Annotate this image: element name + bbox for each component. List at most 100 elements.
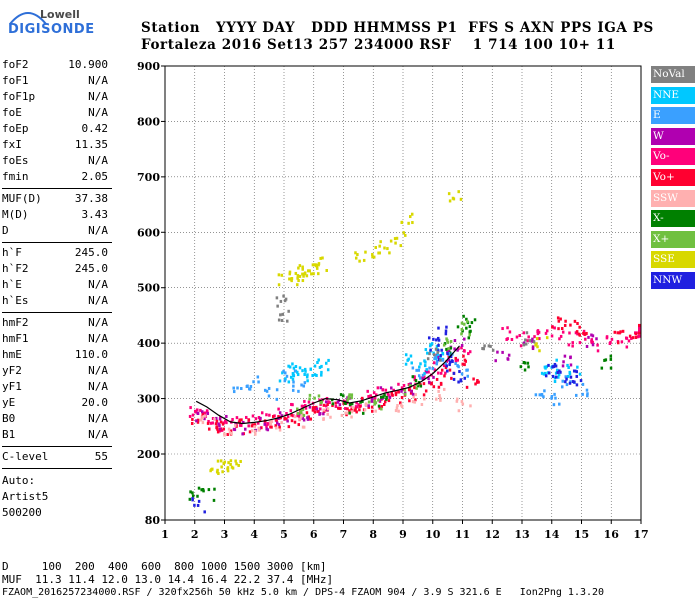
- data-point: [543, 365, 547, 369]
- data-point: [436, 355, 440, 359]
- data-point: [469, 404, 472, 408]
- data-point: [191, 417, 194, 421]
- data-point: [230, 465, 234, 469]
- param-name: foE: [2, 106, 22, 119]
- data-point: [371, 252, 374, 256]
- data-point: [542, 372, 546, 376]
- data-point: [596, 349, 600, 353]
- data-point: [468, 330, 472, 334]
- legend-item-vo: Vo+: [651, 169, 695, 186]
- data-point: [454, 362, 457, 366]
- data-point: [433, 357, 436, 361]
- data-point: [441, 351, 444, 355]
- data-point: [410, 212, 414, 216]
- data-point: [578, 341, 582, 345]
- param-row-hme: hmE 110.0: [2, 348, 108, 364]
- x-tick-label: 1: [161, 528, 169, 541]
- data-point: [374, 246, 377, 250]
- x-tick-label: 12: [485, 528, 500, 541]
- data-point: [307, 269, 310, 273]
- data-point: [373, 399, 377, 403]
- data-point: [188, 414, 192, 418]
- data-point: [308, 393, 312, 397]
- data-point: [582, 331, 585, 335]
- data-point: [603, 358, 606, 362]
- data-point: [344, 407, 347, 411]
- data-point: [240, 418, 243, 422]
- param-name: B0: [2, 412, 16, 425]
- param-value: 10.900: [68, 58, 108, 71]
- data-point: [236, 386, 239, 390]
- data-point: [250, 424, 254, 428]
- data-point: [417, 374, 421, 378]
- data-point: [265, 389, 269, 393]
- data-point: [201, 412, 204, 416]
- data-point: [526, 339, 529, 343]
- data-point: [348, 411, 351, 415]
- data-point: [196, 408, 199, 412]
- data-point: [428, 366, 431, 370]
- data-point: [449, 346, 453, 350]
- data-point: [397, 382, 400, 386]
- data-point: [435, 344, 439, 348]
- data-point: [345, 413, 348, 417]
- data-point: [561, 379, 565, 383]
- data-point: [427, 336, 431, 340]
- data-point: [487, 344, 491, 348]
- data-point: [259, 416, 262, 420]
- data-point: [453, 339, 457, 343]
- data-point: [408, 399, 411, 403]
- data-point: [524, 338, 527, 342]
- data-point: [325, 269, 328, 273]
- data-point: [268, 413, 271, 417]
- data-point: [400, 221, 403, 225]
- data-point: [188, 497, 192, 501]
- data-point: [436, 352, 439, 356]
- data-point: [565, 383, 569, 387]
- data-point: [385, 397, 388, 401]
- data-point: [411, 392, 415, 396]
- data-point: [506, 357, 509, 361]
- data-point: [388, 395, 392, 399]
- data-point: [257, 380, 260, 384]
- data-point: [355, 401, 358, 405]
- data-point: [457, 347, 460, 351]
- data-point: [435, 377, 439, 381]
- data-point: [631, 336, 635, 340]
- data-point: [249, 384, 253, 388]
- data-point: [449, 355, 453, 359]
- data-point: [562, 360, 565, 364]
- data-point: [465, 385, 469, 389]
- param-row-fmin: fmin 2.05: [2, 170, 108, 186]
- data-point: [547, 363, 550, 367]
- data-point: [553, 380, 557, 384]
- data-point: [344, 411, 347, 415]
- y-tick-label: 900: [137, 60, 160, 73]
- y-tick-label: 300: [137, 393, 160, 406]
- data-point: [519, 365, 523, 369]
- data-point: [435, 338, 438, 342]
- data-point: [465, 368, 468, 372]
- data-point: [621, 329, 625, 333]
- data-point: [297, 423, 301, 427]
- data-point: [313, 263, 316, 267]
- data-point: [366, 389, 369, 393]
- data-point: [467, 352, 470, 356]
- data-point: [303, 381, 307, 385]
- data-point: [217, 472, 220, 476]
- data-point: [315, 373, 318, 377]
- data-point: [568, 370, 572, 374]
- data-point: [553, 392, 556, 396]
- data-point: [381, 388, 385, 392]
- data-point: [215, 416, 218, 420]
- data-point: [284, 371, 287, 375]
- data-point: [355, 410, 358, 414]
- data-point: [564, 319, 567, 323]
- data-point: [387, 393, 390, 397]
- data-point: [362, 258, 366, 262]
- data-point: [439, 381, 443, 385]
- data-point: [568, 381, 572, 385]
- data-point: [316, 409, 319, 413]
- data-point: [292, 384, 295, 388]
- param-row-fof1: foF1 N/A: [2, 74, 108, 90]
